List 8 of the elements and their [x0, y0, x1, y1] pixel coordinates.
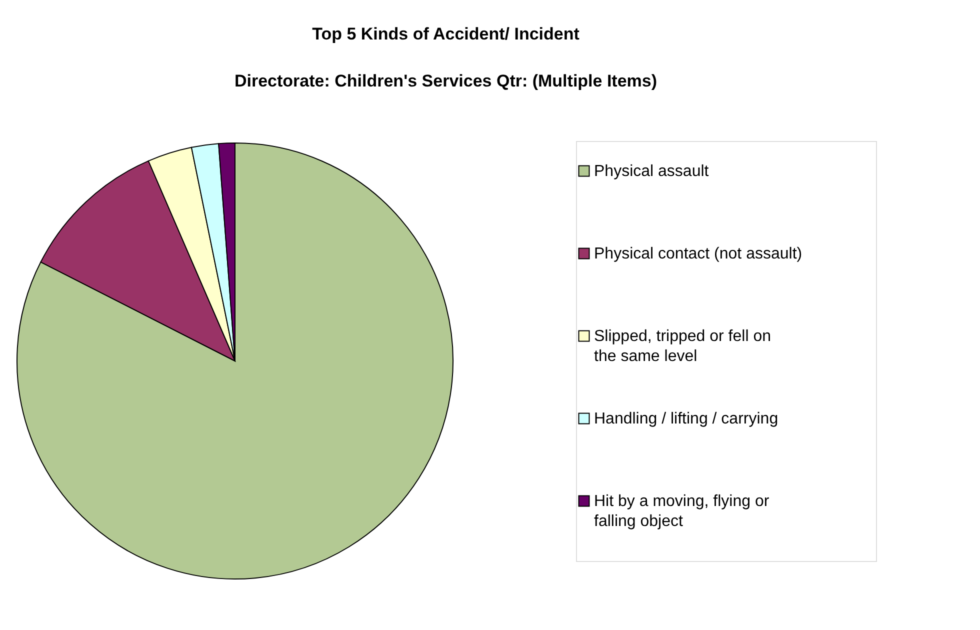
pie-slice — [16, 142, 454, 580]
legend-label: Slipped, tripped or fell on the same level — [594, 328, 771, 365]
legend-label: Physical assault — [594, 163, 710, 180]
legend-label: Hit by a moving, flying or falling object — [594, 493, 770, 530]
chart-title: Top 5 Kinds of Accident/ Incident — [312, 24, 580, 44]
legend-label: Handling / lifting / carrying — [594, 410, 778, 428]
legend-label: Physical contact (not assault) — [594, 246, 802, 262]
chart-subtitle: Directorate: Children's Services Qtr: (Multiple Items) — [234, 72, 658, 90]
